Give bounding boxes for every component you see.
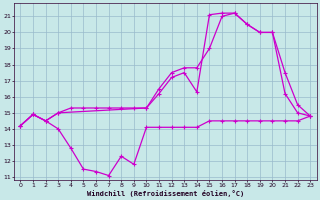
X-axis label: Windchill (Refroidissement éolien,°C): Windchill (Refroidissement éolien,°C) <box>87 190 244 197</box>
